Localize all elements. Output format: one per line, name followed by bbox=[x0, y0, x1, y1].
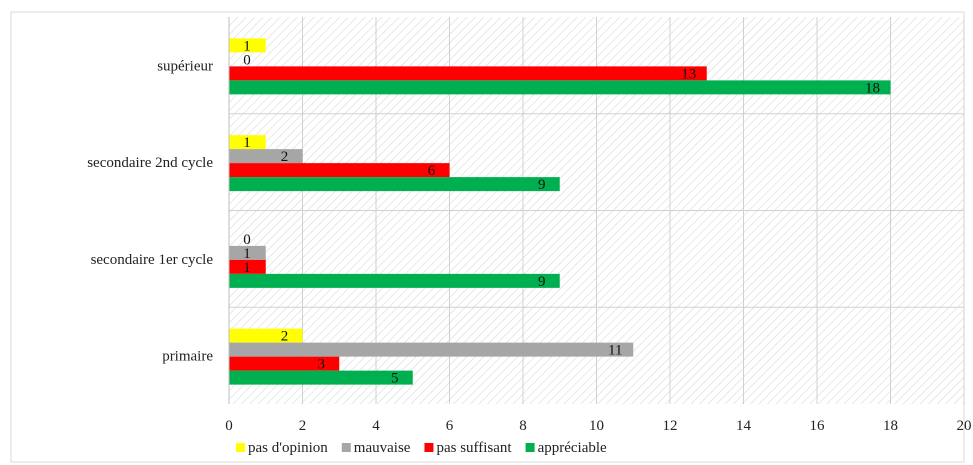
data-label: 1 bbox=[243, 246, 251, 262]
data-label: 11 bbox=[608, 343, 622, 359]
legend-swatch bbox=[424, 443, 434, 452]
data-label: 6 bbox=[428, 163, 436, 179]
legend-label: appréciable bbox=[538, 440, 607, 456]
category-label: secondaire 1er cycle bbox=[91, 252, 214, 268]
data-label: 9 bbox=[538, 177, 546, 193]
legend: pas d'opinion mauvaise pas suffisant appréc… bbox=[236, 440, 607, 456]
data-label: 0 bbox=[243, 52, 251, 68]
bar bbox=[229, 259, 266, 274]
bar bbox=[229, 273, 560, 288]
bar bbox=[229, 163, 450, 178]
data-label: 2 bbox=[281, 149, 289, 165]
bar bbox=[229, 342, 634, 357]
x-tick-label: 18 bbox=[883, 418, 898, 434]
data-label: 1 bbox=[243, 38, 251, 54]
x-tick-label: 4 bbox=[372, 418, 380, 434]
x-tick-label: 12 bbox=[663, 418, 678, 434]
bar bbox=[229, 38, 266, 53]
x-tick-label: 20 bbox=[957, 418, 972, 434]
bar bbox=[229, 328, 303, 343]
bars bbox=[229, 38, 891, 385]
legend-swatch bbox=[236, 443, 245, 452]
data-label: 0 bbox=[243, 232, 251, 248]
data-label: 18 bbox=[865, 80, 880, 96]
data-label: 9 bbox=[538, 274, 546, 290]
bar bbox=[229, 356, 340, 371]
category-label: secondaire 2nd cycle bbox=[87, 155, 213, 171]
legend-label: mauvaise bbox=[354, 440, 411, 456]
x-tick-label: 16 bbox=[810, 418, 826, 434]
bar bbox=[229, 177, 560, 192]
bar bbox=[229, 135, 266, 150]
bar bbox=[229, 149, 303, 164]
x-tick-label: 0 bbox=[225, 418, 233, 434]
x-tick-label: 10 bbox=[589, 418, 604, 434]
legend-swatch bbox=[525, 443, 535, 452]
legend-label: pas d'opinion bbox=[248, 440, 328, 456]
data-label: 5 bbox=[391, 371, 399, 387]
bar bbox=[229, 66, 707, 81]
legend-label: pas suffisant bbox=[436, 440, 512, 456]
data-label: 1 bbox=[243, 135, 251, 151]
bar bbox=[229, 370, 413, 385]
data-label: 2 bbox=[281, 329, 289, 345]
category-label: supérieur bbox=[157, 58, 213, 74]
x-tick-label: 14 bbox=[736, 418, 752, 434]
bar bbox=[229, 245, 266, 260]
legend-swatch bbox=[341, 443, 351, 452]
category-label: primaire bbox=[162, 349, 213, 365]
x-tick-label: 2 bbox=[299, 418, 307, 434]
data-label: 3 bbox=[318, 357, 326, 373]
x-tick-label: 6 bbox=[446, 418, 454, 434]
data-label: 13 bbox=[681, 66, 696, 82]
data-label: 1 bbox=[243, 260, 251, 276]
bar bbox=[229, 80, 891, 95]
x-tick-label: 8 bbox=[519, 418, 527, 434]
